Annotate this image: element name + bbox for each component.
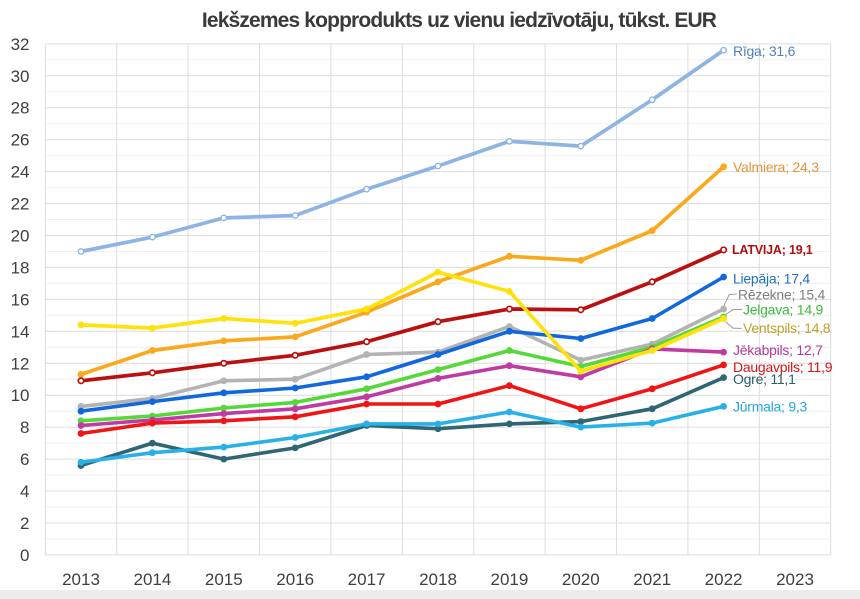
svg-text:Rīga; 31,6: Rīga; 31,6: [733, 43, 796, 59]
svg-text:Liepāja; 17,4: Liepāja; 17,4: [733, 271, 810, 287]
svg-text:22: 22: [11, 195, 30, 214]
svg-text:2014: 2014: [133, 570, 171, 589]
svg-text:Ventspils; 14,8: Ventspils; 14,8: [743, 320, 831, 336]
svg-text:8: 8: [20, 418, 29, 437]
svg-text:2021: 2021: [633, 570, 671, 589]
svg-text:LATVIJA; 19,1: LATVIJA; 19,1: [732, 243, 813, 257]
svg-text:16: 16: [11, 290, 30, 309]
svg-text:2015: 2015: [205, 570, 243, 589]
svg-text:10: 10: [11, 386, 30, 405]
svg-text:6: 6: [20, 450, 29, 469]
svg-text:2023: 2023: [776, 570, 814, 589]
svg-text:14: 14: [11, 322, 30, 341]
svg-text:Ogre; 11,1: Ogre; 11,1: [733, 371, 796, 387]
svg-text:2018: 2018: [419, 570, 457, 589]
svg-text:Iekšzemes kopprodukts uz vienu: Iekšzemes kopprodukts uz vienu iedzīvotā…: [202, 9, 717, 32]
svg-text:4: 4: [20, 482, 29, 501]
svg-text:2016: 2016: [276, 570, 314, 589]
svg-text:18: 18: [11, 258, 30, 277]
svg-text:2013: 2013: [62, 570, 100, 589]
svg-text:2: 2: [20, 514, 29, 533]
svg-text:Jēkabpils; 12,7: Jēkabpils; 12,7: [733, 342, 823, 358]
svg-text:30: 30: [11, 67, 30, 86]
svg-text:2020: 2020: [562, 570, 600, 589]
svg-text:Rēzekne; 15,4: Rēzekne; 15,4: [738, 286, 825, 302]
svg-text:24: 24: [11, 163, 30, 182]
svg-text:Daugavpils; 11,9: Daugavpils; 11,9: [733, 359, 833, 375]
svg-text:2022: 2022: [705, 570, 743, 589]
svg-text:28: 28: [11, 99, 30, 118]
svg-text:2019: 2019: [490, 570, 528, 589]
svg-text:Valmiera; 24,3: Valmiera; 24,3: [733, 159, 819, 175]
svg-text:0: 0: [20, 546, 29, 565]
svg-text:2017: 2017: [348, 570, 386, 589]
svg-text:32: 32: [11, 35, 30, 54]
svg-text:20: 20: [11, 227, 30, 246]
svg-text:12: 12: [11, 354, 30, 373]
svg-text:Jelgava; 14,9: Jelgava; 14,9: [743, 302, 823, 318]
svg-text:Jūrmala; 9,3: Jūrmala; 9,3: [733, 398, 807, 414]
svg-text:26: 26: [11, 131, 30, 150]
